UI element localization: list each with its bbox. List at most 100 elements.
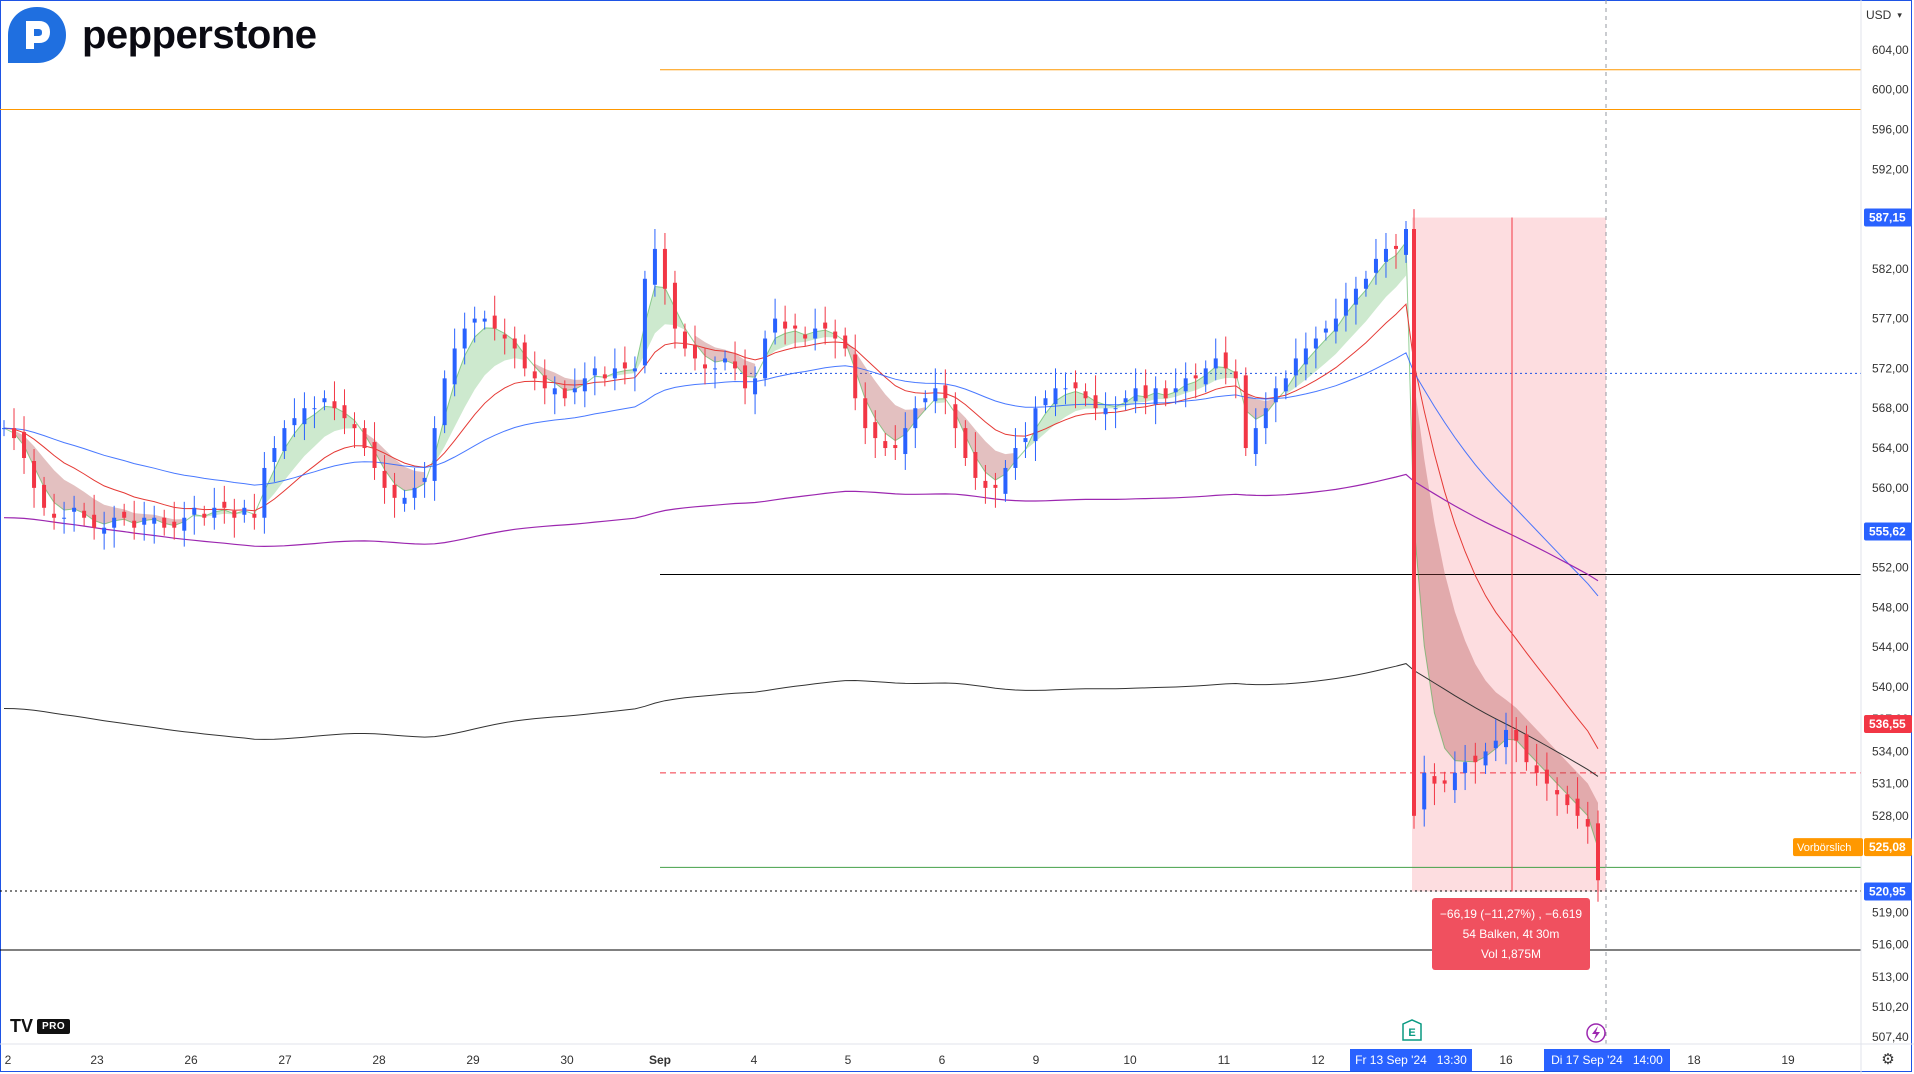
candle-158 (1585, 801, 1590, 844)
candle-129 (1293, 338, 1298, 388)
candle-39 (392, 472, 397, 518)
candle-body (572, 388, 577, 393)
candle-57 (572, 368, 577, 405)
candle-body (1263, 408, 1268, 429)
candle-body (1223, 352, 1228, 369)
tradingview-logo[interactable]: TV PRO (10, 1015, 71, 1036)
candle-body (913, 408, 918, 429)
candle-155 (1555, 777, 1560, 816)
price-tick-label: 528,00 (1872, 809, 1909, 823)
candle-56 (562, 380, 567, 407)
candle-body (172, 521, 177, 528)
candle-body (763, 338, 768, 379)
tv-mark: TV (10, 1015, 34, 1036)
candle-body (472, 318, 477, 323)
candle-11 (112, 505, 117, 548)
candle-body (1053, 388, 1058, 405)
candle-body (943, 385, 948, 399)
candle-133 (1333, 298, 1338, 344)
candle-52 (522, 334, 527, 377)
price-tag-name: Vorbörslich (1797, 842, 1851, 854)
candle-112 (1123, 390, 1128, 411)
candle-6 (62, 501, 67, 534)
price-tag-3: 525,08 Vorbörslich (1793, 838, 1912, 857)
candle-144 (1442, 771, 1447, 793)
candle-15 (152, 505, 157, 544)
candle-body (883, 441, 888, 449)
candle-body (1093, 395, 1098, 409)
price-tick-label: 572,00 (1872, 361, 1909, 375)
price-tick-label: 577,00 (1872, 312, 1909, 326)
candle-28 (282, 420, 287, 459)
candle-body (12, 428, 17, 439)
candle-59 (592, 356, 597, 396)
candle-14 (142, 501, 147, 541)
candle-9 (92, 494, 97, 540)
candle-2 (22, 416, 27, 474)
candle-92 (923, 390, 928, 411)
candle-51 (512, 326, 517, 369)
candle-body (372, 442, 377, 468)
candle-body (1524, 734, 1529, 763)
candle-body (1544, 769, 1549, 784)
candle-72 (723, 350, 728, 371)
candle-29 (292, 398, 297, 438)
price-tick-label: 516,00 (1872, 938, 1909, 952)
candle-body (1323, 328, 1328, 333)
price-tag-value: 525,08 (1869, 840, 1906, 854)
earnings-icon[interactable]: E (1402, 1019, 1422, 1041)
price-tag-bg (1864, 522, 1912, 541)
candle-body (382, 470, 387, 488)
candle-body (1143, 385, 1148, 399)
pepperstone-p-icon (8, 7, 66, 63)
ma-ribbon-26 (264, 406, 355, 505)
candle-body (622, 362, 627, 369)
candle-body (753, 378, 758, 395)
candle-69 (692, 325, 697, 371)
candle-body (1393, 245, 1398, 249)
candle-108 (1083, 383, 1088, 407)
candle-149 (1493, 719, 1498, 762)
candle-body (142, 517, 147, 525)
candle-0 (2, 420, 6, 437)
candle-body (1504, 729, 1508, 748)
candle-body (1083, 391, 1088, 399)
ma-ribbon-53 (534, 363, 585, 391)
candle-body (863, 398, 868, 429)
ma-ribbon-43 (434, 327, 525, 464)
gear-icon[interactable]: ⚙ (1881, 1051, 1895, 1068)
candle-89 (893, 425, 898, 460)
candle-152 (1524, 725, 1529, 771)
currency-selector[interactable]: USD ▾ (1866, 8, 1902, 22)
candle-body (1073, 382, 1078, 389)
candle-body (853, 354, 858, 399)
candle-body (1404, 229, 1408, 255)
price-tag-4: 520,95 (1864, 882, 1912, 901)
candle-107 (1073, 370, 1078, 409)
candle-body (833, 331, 838, 339)
candle-121 (1213, 338, 1218, 381)
time-tag-start: Fr 13 Sep '24 13:30 (1350, 1049, 1472, 1071)
date-tick-label: 19 (1781, 1053, 1795, 1067)
candle-77 (773, 298, 778, 345)
candle-137 (1373, 238, 1378, 285)
candle-20 (202, 505, 207, 526)
flash-icon[interactable] (1586, 1023, 1606, 1043)
candle-86 (863, 382, 868, 445)
candle-7 (72, 495, 77, 532)
candle-body (953, 404, 958, 429)
candle-body (642, 278, 647, 366)
price-tick-label: 596,00 (1872, 122, 1909, 136)
candle-68 (682, 323, 687, 357)
candle-134 (1343, 282, 1348, 332)
candle-33 (332, 381, 337, 421)
candle-43 (432, 416, 437, 501)
tv-pro-badge: PRO (37, 1018, 71, 1034)
candle-147 (1473, 742, 1478, 784)
candle-151 (1514, 717, 1519, 763)
date-tick-label: 29 (466, 1053, 480, 1067)
candle-body (1442, 780, 1447, 784)
candle-94 (943, 369, 948, 415)
candle-body (692, 345, 697, 359)
